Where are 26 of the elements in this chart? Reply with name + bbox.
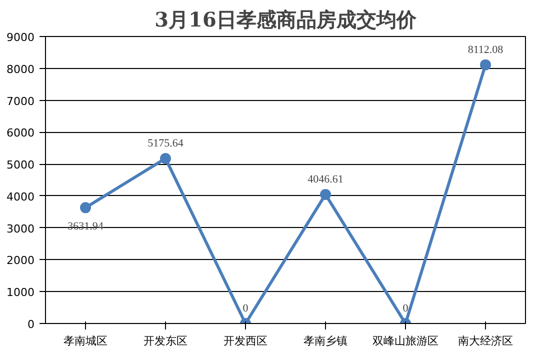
x-tick-label: 开发东区 <box>144 334 188 348</box>
y-tick-label: 6000 <box>6 126 35 140</box>
chart-title: 3月16日孝感商品房成交均价 <box>154 8 418 32</box>
text: 8112.08 <box>468 44 504 56</box>
point <box>320 188 331 200</box>
y-tick-label: 4000 <box>6 190 35 204</box>
point <box>80 202 91 214</box>
x-tick-label: 孝南乡镇 <box>304 334 348 348</box>
x-tick-label: 双峰山旅游区 <box>372 334 438 348</box>
text: 0 <box>242 302 248 314</box>
y-tick-label: 7000 <box>6 94 35 108</box>
y-tick-label: 2000 <box>6 254 35 268</box>
point <box>480 59 491 70</box>
text: 5175.64 <box>148 137 184 150</box>
y-tick-label: 3000 <box>6 222 35 236</box>
x-tick-label: 开发西区 <box>224 334 268 348</box>
point <box>160 152 171 164</box>
y-tick-label: 9000 <box>6 31 35 44</box>
x-tick-label: 南大经济区 <box>458 334 513 348</box>
x-tick-label: 孝南城区 <box>64 334 108 348</box>
y-tick-label: 8000 <box>6 62 35 76</box>
y-tick-label: 0 <box>28 318 34 331</box>
y-tick-label: 5000 <box>6 158 35 172</box>
text: 4046.61 <box>308 173 344 186</box>
y-tick-label: 1000 <box>6 286 35 300</box>
text: 0 <box>402 302 408 314</box>
